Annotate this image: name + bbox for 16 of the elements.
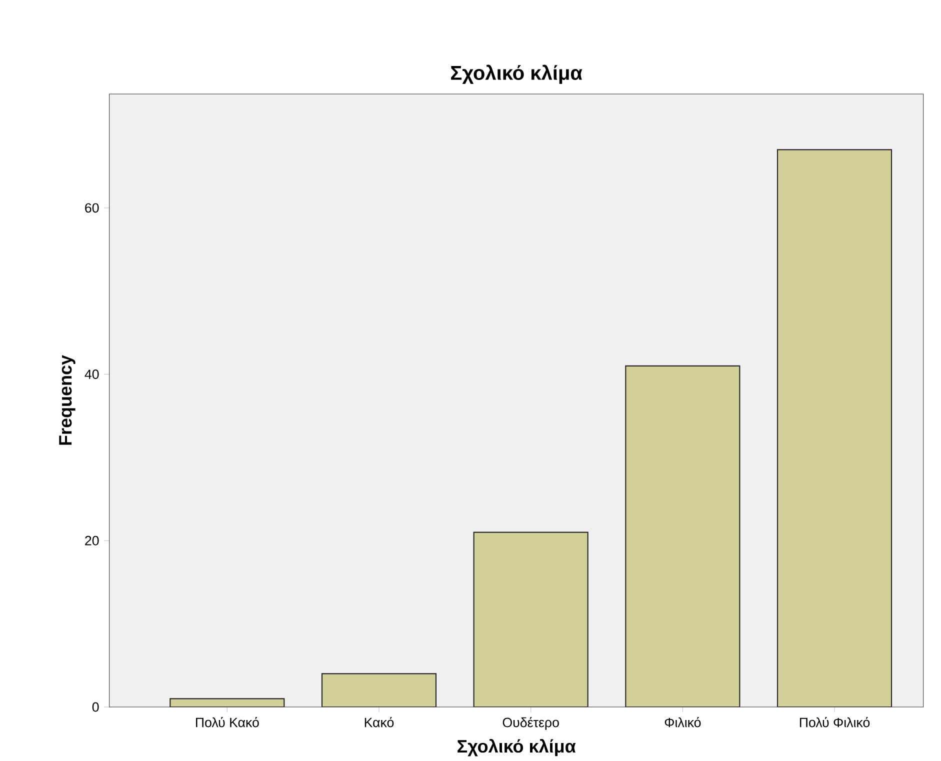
x-tick-label: Ουδέτερο bbox=[502, 717, 559, 730]
x-tick-label: Πολύ Φιλικό bbox=[800, 717, 870, 728]
x-tick-label: Φιλικό bbox=[664, 717, 701, 728]
x-tick-label: Κακό bbox=[364, 717, 394, 728]
y-tick-label: 40 bbox=[84, 370, 99, 380]
y-tick-label: 0 bbox=[92, 702, 99, 712]
x-tick-label: Πολύ Κακό bbox=[196, 717, 259, 728]
y-tick-label: 60 bbox=[85, 203, 99, 213]
x-axis-title: Σχολικό κλίμα bbox=[458, 739, 576, 756]
y-axis-title: Frequency bbox=[59, 355, 76, 445]
bar bbox=[474, 532, 588, 708]
bar bbox=[625, 366, 740, 708]
chart-title: Σχολικό κλίμα bbox=[451, 64, 582, 84]
bar bbox=[321, 673, 437, 708]
y-tick-label: 20 bbox=[85, 536, 99, 546]
bar bbox=[776, 149, 892, 708]
